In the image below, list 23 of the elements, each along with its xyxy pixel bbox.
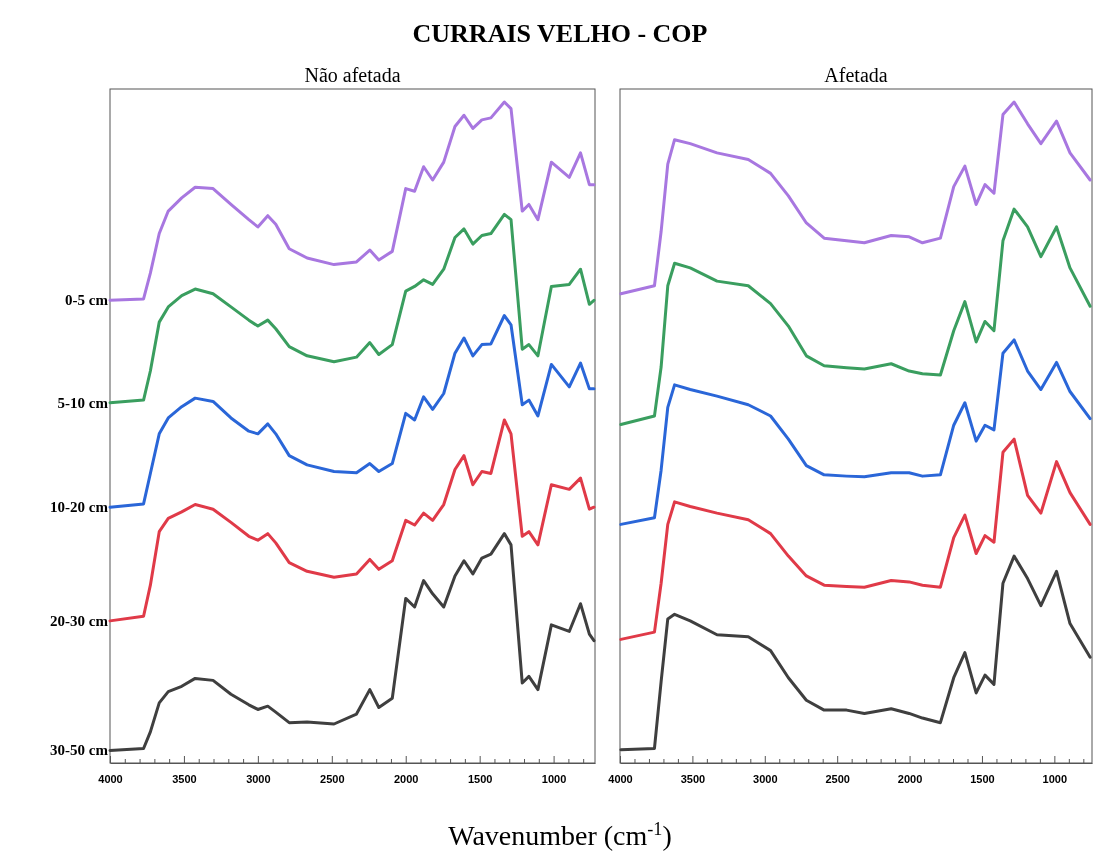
x-tick-label: 3500	[680, 772, 706, 785]
chart-subtitle: Não afetada	[304, 64, 401, 86]
series-label: 30-50 cm	[50, 742, 109, 759]
x-tick-label: 2500	[320, 772, 345, 785]
x-tick-label: 2500	[825, 772, 850, 785]
series-label: 5-10 cm	[57, 394, 109, 411]
series-label: 10-20 cm	[50, 499, 109, 516]
chart-subtitle: Afetada	[824, 64, 888, 86]
x-tick-label: 4000	[608, 772, 633, 785]
x-tick-label: 4000	[98, 772, 123, 785]
x-tick-label: 2000	[897, 772, 923, 785]
x-tick-label: 3500	[172, 772, 197, 785]
series-label: 0-5 cm	[65, 292, 109, 309]
x-tick-label: 1000	[1042, 772, 1068, 785]
x-tick-label: 1000	[541, 772, 567, 785]
x-tick-label: 1500	[970, 772, 995, 785]
x-tick-label: 3000	[246, 772, 271, 785]
x-axis-title: Wavenumber (cm$^{-1}$)	[448, 819, 672, 851]
x-tick-label: 2000	[393, 772, 419, 785]
x-tick-label: 1500	[467, 772, 493, 785]
series-label: 20-30 cm	[50, 612, 109, 629]
chart-title: CURRAIS VELHO - COP	[412, 19, 708, 48]
x-tick-label: 3000	[753, 772, 778, 785]
